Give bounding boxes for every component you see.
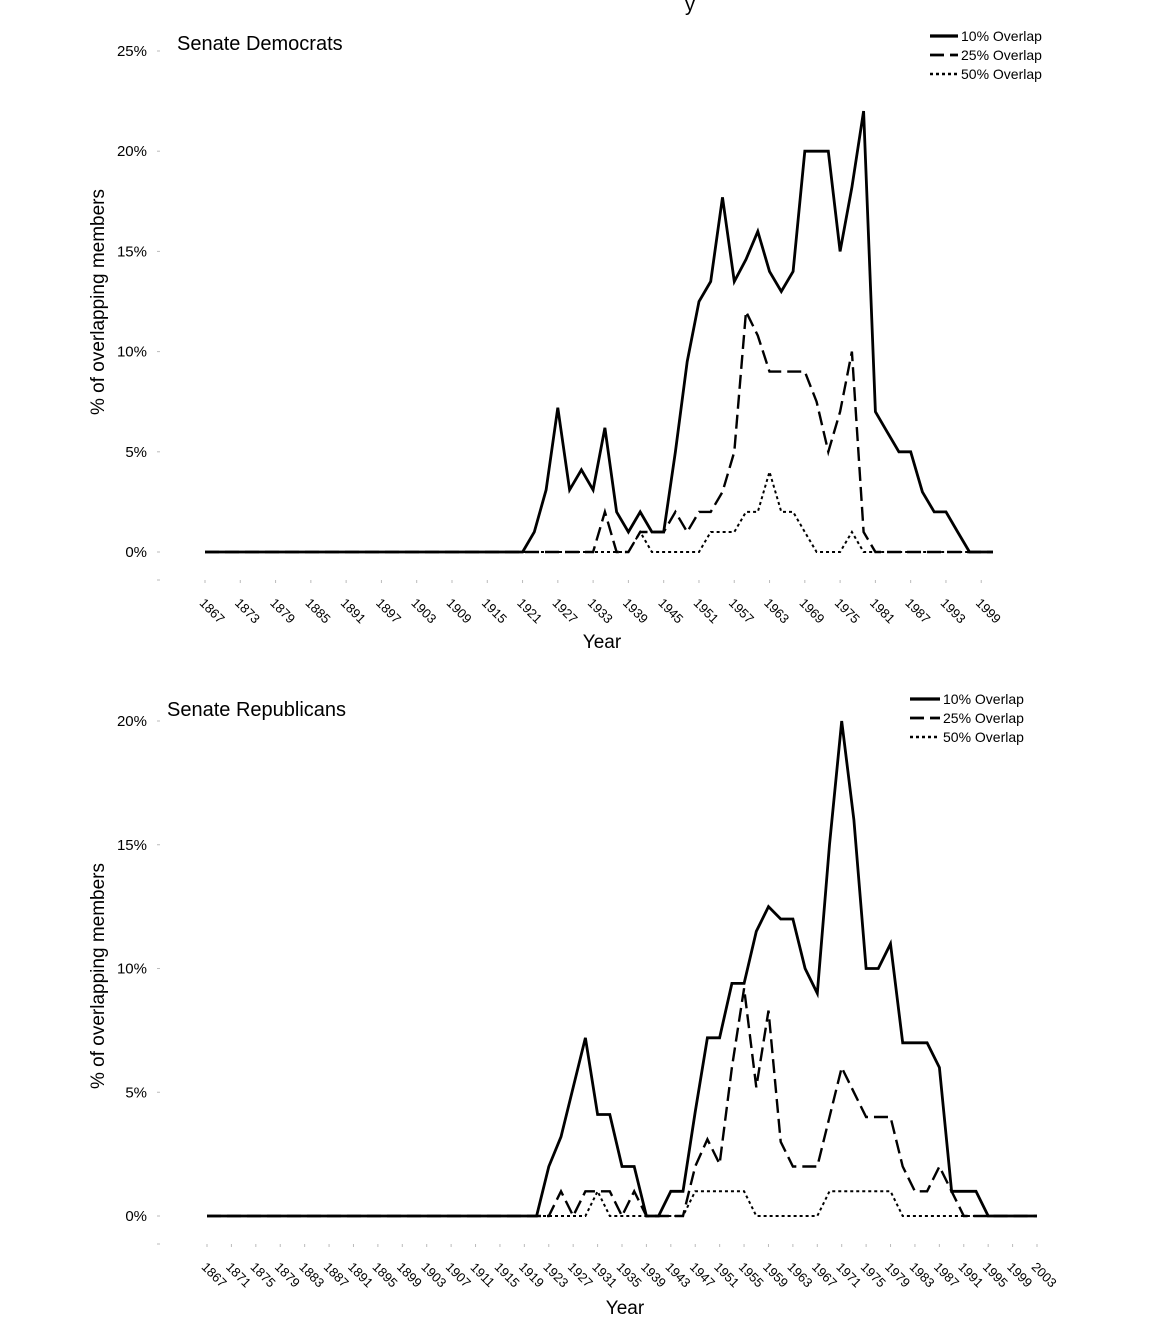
x-tick-label: 1975 (832, 595, 863, 626)
x-tick-label: 1867 (199, 1259, 230, 1290)
page-title-fragment: y (685, 0, 695, 16)
y-tick-label: 5% (125, 444, 147, 461)
x-tick-label: 1931 (589, 1259, 620, 1290)
legend-label: 50% Overlap (961, 66, 1042, 82)
x-tick-label: 1933 (585, 595, 616, 626)
series-lines (207, 720, 1037, 1219)
x-tick-label: 1897 (373, 595, 404, 626)
x-tick-label: 1927 (549, 595, 580, 626)
x-tick-label: 1899 (394, 1259, 425, 1290)
series-line-10-overlap (207, 720, 1037, 1218)
x-tick-label: 1979 (882, 1259, 913, 1290)
legend: 10% Overlap 25% Overlap 50% Overlap (910, 691, 1024, 745)
x-tick-label: 1891 (338, 595, 369, 626)
series-line-10-overlap (205, 110, 993, 554)
x-tick-label: 1927 (565, 1259, 596, 1290)
x-tick-label: 1955 (736, 1259, 767, 1290)
x-tick-label: 1995 (980, 1259, 1011, 1290)
x-tick-label: 1871 (223, 1259, 254, 1290)
x-tick-label: 1971 (833, 1259, 864, 1290)
x-axis-label: Year (583, 632, 622, 653)
y-ticks: 0% 5% 10% 15% 20% (117, 713, 160, 1245)
y-tick-label: 10% (117, 961, 147, 978)
legend-label: 10% Overlap (961, 28, 1042, 44)
x-tick-label: 1983 (907, 1259, 938, 1290)
x-tick-label: 1939 (620, 595, 651, 626)
x-tick-label: 1957 (726, 595, 757, 626)
legend-label: 25% Overlap (961, 47, 1042, 63)
x-ticks: 1867 1873 1879 1885 1891 1897 1903 1909 1915 1921… (197, 580, 1004, 626)
x-tick-label: 1915 (492, 1259, 523, 1290)
x-tick-label: 1909 (444, 595, 475, 626)
x-tick-label: 1895 (370, 1259, 401, 1290)
y-tick-label: 0% (125, 1208, 147, 1225)
legend: 10% Overlap 25% Overlap 50% Overlap (930, 28, 1042, 82)
x-tick-label: 1981 (867, 595, 898, 626)
x-ticks: 1867187118751879188318871891189518991903… (199, 1244, 1060, 1290)
x-tick-label: 1993 (938, 595, 969, 626)
series-lines (205, 110, 993, 554)
x-tick-label: 1883 (296, 1259, 327, 1290)
x-tick-label: 1935 (614, 1259, 645, 1290)
x-tick-label: 2003 (1029, 1259, 1060, 1290)
x-tick-label: 1887 (321, 1259, 352, 1290)
y-tick-label: 0% (125, 544, 147, 561)
x-tick-label: 1999 (1004, 1259, 1035, 1290)
x-tick-label: 1967 (809, 1259, 840, 1290)
x-tick-label: 1903 (408, 595, 439, 626)
x-tick-label: 1919 (516, 1259, 547, 1290)
legend-label: 25% Overlap (943, 710, 1024, 726)
y-tick-label: 15% (117, 837, 147, 854)
y-tick-label: 10% (117, 344, 147, 361)
x-tick-label: 1963 (761, 595, 792, 626)
x-tick-label: 1879 (267, 595, 298, 626)
x-tick-label: 1945 (655, 595, 686, 626)
x-tick-label: 1947 (687, 1259, 718, 1290)
x-tick-label: 1939 (638, 1259, 669, 1290)
y-tick-label: 20% (117, 713, 147, 730)
x-tick-label: 1975 (858, 1259, 889, 1290)
x-tick-label: 1915 (479, 595, 510, 626)
series-line-50-overlap (207, 1189, 1037, 1217)
x-tick-label: 1867 (197, 595, 228, 626)
x-tick-label: 1951 (711, 1259, 742, 1290)
y-tick-label: 25% (117, 43, 147, 60)
legend-label: 50% Overlap (943, 729, 1024, 745)
series-line-25-overlap (207, 988, 1037, 1219)
x-tick-label: 1907 (443, 1259, 474, 1290)
x-tick-label: 1873 (232, 595, 263, 626)
chart-senate-republicans: Senate Republicans % of overlapping memb… (88, 691, 1060, 1319)
legend-label: 10% Overlap (943, 691, 1024, 707)
x-tick-label: 1999 (973, 595, 1004, 626)
x-tick-label: 1959 (760, 1259, 791, 1290)
x-tick-label: 1911 (468, 1260, 498, 1290)
y-axis-label: % of overlapping members (88, 189, 109, 415)
y-ticks: 0% 5% 10% 15% 20% 25% (117, 43, 160, 581)
x-tick-label: 1903 (418, 1259, 449, 1290)
x-tick-label: 1885 (303, 595, 334, 626)
x-tick-label: 1991 (955, 1259, 986, 1290)
y-axis-label: % of overlapping members (88, 863, 109, 1089)
series-line-50-overlap (205, 468, 993, 553)
x-tick-label: 1963 (785, 1259, 816, 1290)
chart-title: Senate Republicans (167, 699, 346, 721)
x-axis-label: Year (606, 1298, 645, 1319)
x-tick-label: 1875 (247, 1259, 278, 1290)
chart-title: Senate Democrats (177, 33, 343, 55)
x-tick-label: 1951 (691, 595, 722, 626)
x-tick-label: 1891 (345, 1259, 376, 1290)
y-tick-label: 20% (117, 143, 147, 160)
x-tick-label: 1987 (902, 595, 933, 626)
series-line-25-overlap (205, 307, 993, 554)
x-tick-label: 1921 (514, 595, 545, 626)
x-tick-label: 1987 (931, 1259, 962, 1290)
y-tick-label: 15% (117, 243, 147, 260)
x-tick-label: 1943 (662, 1259, 693, 1290)
y-tick-label: 5% (125, 1084, 147, 1101)
x-tick-label: 1923 (540, 1259, 571, 1290)
chart-senate-democrats: Senate Democrats % of overlapping member… (88, 28, 1042, 653)
x-tick-label: 1879 (272, 1259, 303, 1290)
x-tick-label: 1969 (796, 595, 827, 626)
